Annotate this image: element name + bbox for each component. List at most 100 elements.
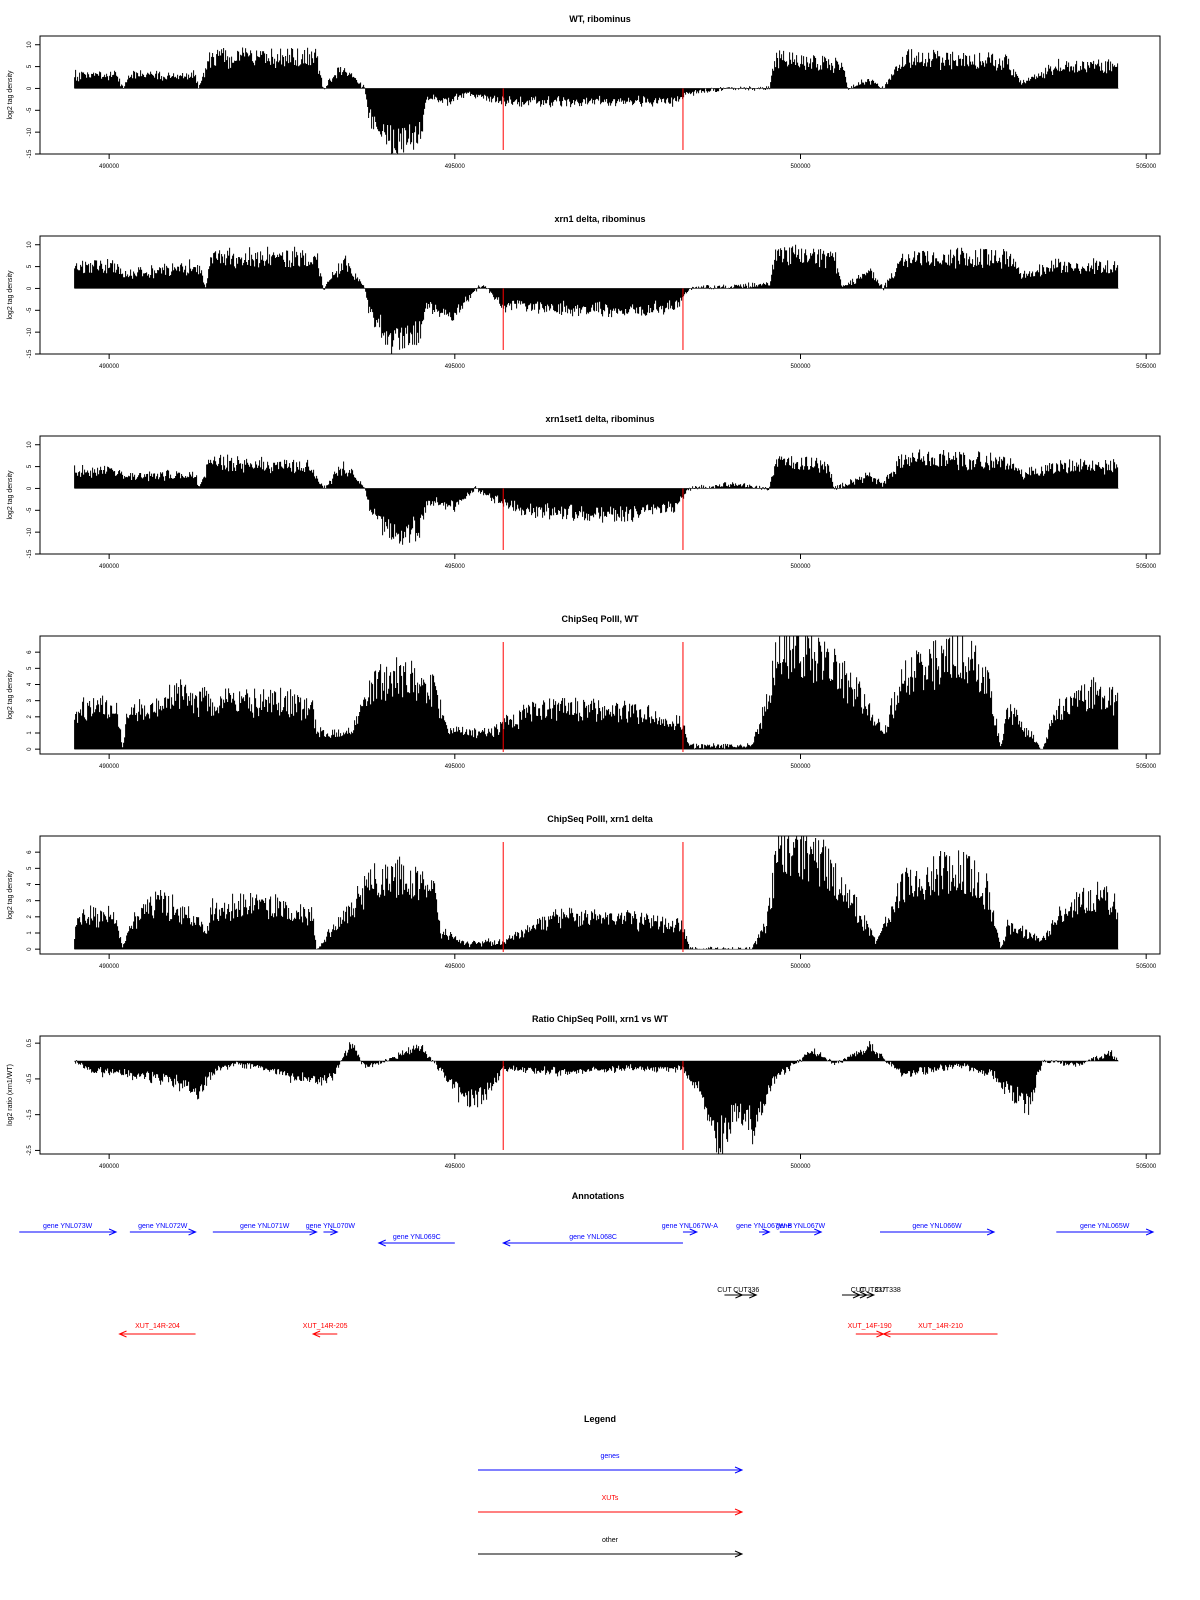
y-tick-label: 0 bbox=[27, 286, 33, 290]
xut-arrow-arrowhead bbox=[311, 1330, 321, 1338]
plot-frame bbox=[39, 35, 1161, 155]
panel-title: xrn1set1 delta, ribominus bbox=[545, 414, 654, 424]
gene-label: gene YNL067W-B bbox=[736, 1223, 792, 1230]
legend-label-gene: genes bbox=[600, 1453, 620, 1460]
y-tick-label: -10 bbox=[27, 127, 33, 136]
other-label: CUT337 bbox=[860, 1287, 886, 1294]
y-tick-label: 10 bbox=[27, 441, 33, 448]
x-tick-label: 500000 bbox=[790, 364, 811, 370]
gene-arrow-arrowhead bbox=[108, 1228, 118, 1236]
track-panels: WT, ribominus log2 tag density -15 -10 -5 0 5 1… bbox=[7, 14, 1161, 1170]
gene-arrow-arrowhead bbox=[330, 1228, 339, 1236]
other-label: CUT338 bbox=[875, 1287, 901, 1294]
panel-chipseq_xrn1: ChipSeq PolII, xrn1 delta log2 tag densit… bbox=[7, 814, 1161, 970]
panel-xrn1_ribominus: xrn1 delta, ribominus log2 tag density -15… bbox=[7, 214, 1161, 370]
y-tick-label: -0.5 bbox=[27, 1073, 33, 1084]
xut-label: XUT_14R-205 bbox=[303, 1323, 348, 1330]
legend-label-other: other bbox=[602, 1537, 619, 1544]
gene-label: gene YNL073W bbox=[43, 1223, 93, 1230]
y-tick-label: -15 bbox=[27, 149, 33, 158]
legend-arrowhead-xut bbox=[734, 1508, 744, 1516]
y-tick-label: 0 bbox=[27, 947, 33, 951]
signal-bars bbox=[74, 836, 1119, 950]
signal-bars bbox=[74, 47, 1119, 154]
x-tick-label: 500000 bbox=[790, 564, 811, 570]
gene-arrow-arrowhead bbox=[814, 1228, 823, 1236]
x-tick-label: 495000 bbox=[445, 164, 466, 170]
panel-ratio_chipseq: Ratio ChipSeq PolII, xrn1 vs WT log2 rati… bbox=[7, 1014, 1161, 1170]
x-tick-label: 495000 bbox=[445, 1164, 466, 1170]
y-tick-label: 1 bbox=[27, 931, 33, 935]
y-tick-label: 6 bbox=[27, 650, 33, 654]
y-tick-label: 3 bbox=[27, 898, 33, 902]
x-tick-label: 505000 bbox=[1136, 764, 1157, 770]
y-tick-label: 6 bbox=[27, 850, 33, 854]
x-tick-label: 495000 bbox=[445, 764, 466, 770]
y-axis-label: log2 tag density bbox=[7, 670, 14, 720]
panel-title: WT, ribominus bbox=[569, 14, 631, 24]
gene-arrow-arrowhead bbox=[501, 1239, 511, 1247]
gene-arrow-arrowhead bbox=[309, 1228, 318, 1236]
panel-xrn1set1_ribominus: xrn1set1 delta, ribominus log2 tag densit… bbox=[7, 414, 1161, 570]
legend-label-xut: XUTs bbox=[602, 1495, 619, 1502]
y-tick-label: -15 bbox=[27, 549, 33, 558]
y-tick-label: 5 bbox=[27, 666, 33, 670]
panel-title: Ratio ChipSeq PolII, xrn1 vs WT bbox=[532, 1014, 669, 1024]
gene-arrow-arrowhead bbox=[377, 1239, 386, 1247]
y-tick-label: -5 bbox=[27, 507, 33, 513]
gene-label: gene YNL067W-A bbox=[662, 1223, 718, 1230]
xut-label: XUT_14F-190 bbox=[848, 1323, 892, 1330]
gene-label: gene YNL065W bbox=[1080, 1223, 1130, 1230]
gene-arrow-arrowhead bbox=[762, 1228, 771, 1236]
y-axis-label: log2 tag density bbox=[7, 70, 14, 120]
y-tick-label: -10 bbox=[27, 327, 33, 336]
y-tick-label: 0 bbox=[27, 86, 33, 90]
gene-label: gene YNL066W bbox=[912, 1223, 962, 1230]
y-tick-label: 10 bbox=[27, 41, 33, 48]
other-label: CUT bbox=[851, 1287, 866, 1294]
legend-title: Legend bbox=[584, 1414, 616, 1424]
y-tick-label: 4 bbox=[27, 682, 33, 686]
x-tick-label: 495000 bbox=[445, 364, 466, 370]
panel-wt_ribominus: WT, ribominus log2 tag density -15 -10 -5 0 5 1… bbox=[7, 14, 1161, 170]
gene-arrow-arrowhead bbox=[986, 1228, 996, 1236]
panel-title: ChipSeq PolII, xrn1 delta bbox=[547, 814, 654, 824]
y-tick-label: -10 bbox=[27, 527, 33, 536]
x-tick-label: 500000 bbox=[790, 164, 811, 170]
gene-label: gene YNL068C bbox=[569, 1234, 617, 1241]
signal-bars bbox=[74, 1041, 1119, 1154]
y-tick-label: -5 bbox=[27, 107, 33, 113]
y-tick-label: 5 bbox=[27, 866, 33, 870]
gene-arrow-arrowhead bbox=[689, 1228, 699, 1236]
legend-panel: Legend genes XUTs other bbox=[478, 1414, 744, 1558]
signal-bars bbox=[74, 449, 1119, 545]
xut-label: XUT_14R-210 bbox=[918, 1323, 963, 1330]
other-label: CUT bbox=[717, 1287, 732, 1294]
x-tick-label: 505000 bbox=[1136, 1164, 1157, 1170]
plot-frame bbox=[39, 435, 1161, 555]
gene-label: gene YNL070W bbox=[306, 1223, 356, 1230]
gene-arrow-arrowhead bbox=[188, 1228, 197, 1236]
y-tick-label: 5 bbox=[27, 464, 33, 468]
x-tick-label: 495000 bbox=[445, 564, 466, 570]
x-tick-label: 505000 bbox=[1136, 564, 1157, 570]
y-axis-label: log2 tag density bbox=[7, 270, 14, 320]
y-axis-label: log2 ratio (xrn1/WT) bbox=[7, 1064, 14, 1126]
other-arrow-arrowhead bbox=[866, 1291, 876, 1299]
annotations-title: Annotations bbox=[572, 1191, 625, 1201]
xut-label: XUT_14R-204 bbox=[135, 1323, 180, 1330]
x-tick-label: 505000 bbox=[1136, 364, 1157, 370]
y-tick-label: -1.5 bbox=[27, 1109, 33, 1120]
panel-title: ChipSeq PolII, WT bbox=[562, 614, 639, 624]
xut-arrow-arrowhead bbox=[882, 1330, 891, 1338]
gene-arrow-arrowhead bbox=[1145, 1228, 1155, 1236]
annotation-panel: Annotations gene YNL073W gene YNL072W gene … bbox=[19, 1191, 1155, 1338]
y-axis-label: log2 tag density bbox=[7, 870, 14, 920]
y-tick-label: -5 bbox=[27, 307, 33, 313]
y-tick-label: -15 bbox=[27, 349, 33, 358]
y-tick-label: 1 bbox=[27, 731, 33, 735]
x-tick-label: 500000 bbox=[790, 1164, 811, 1170]
x-tick-label: 500000 bbox=[790, 964, 811, 970]
panel-chipseq_wt: ChipSeq PolII, WT log2 tag density 0 1 2 3 4 5 6… bbox=[7, 614, 1161, 770]
plot-frame bbox=[39, 835, 1161, 955]
